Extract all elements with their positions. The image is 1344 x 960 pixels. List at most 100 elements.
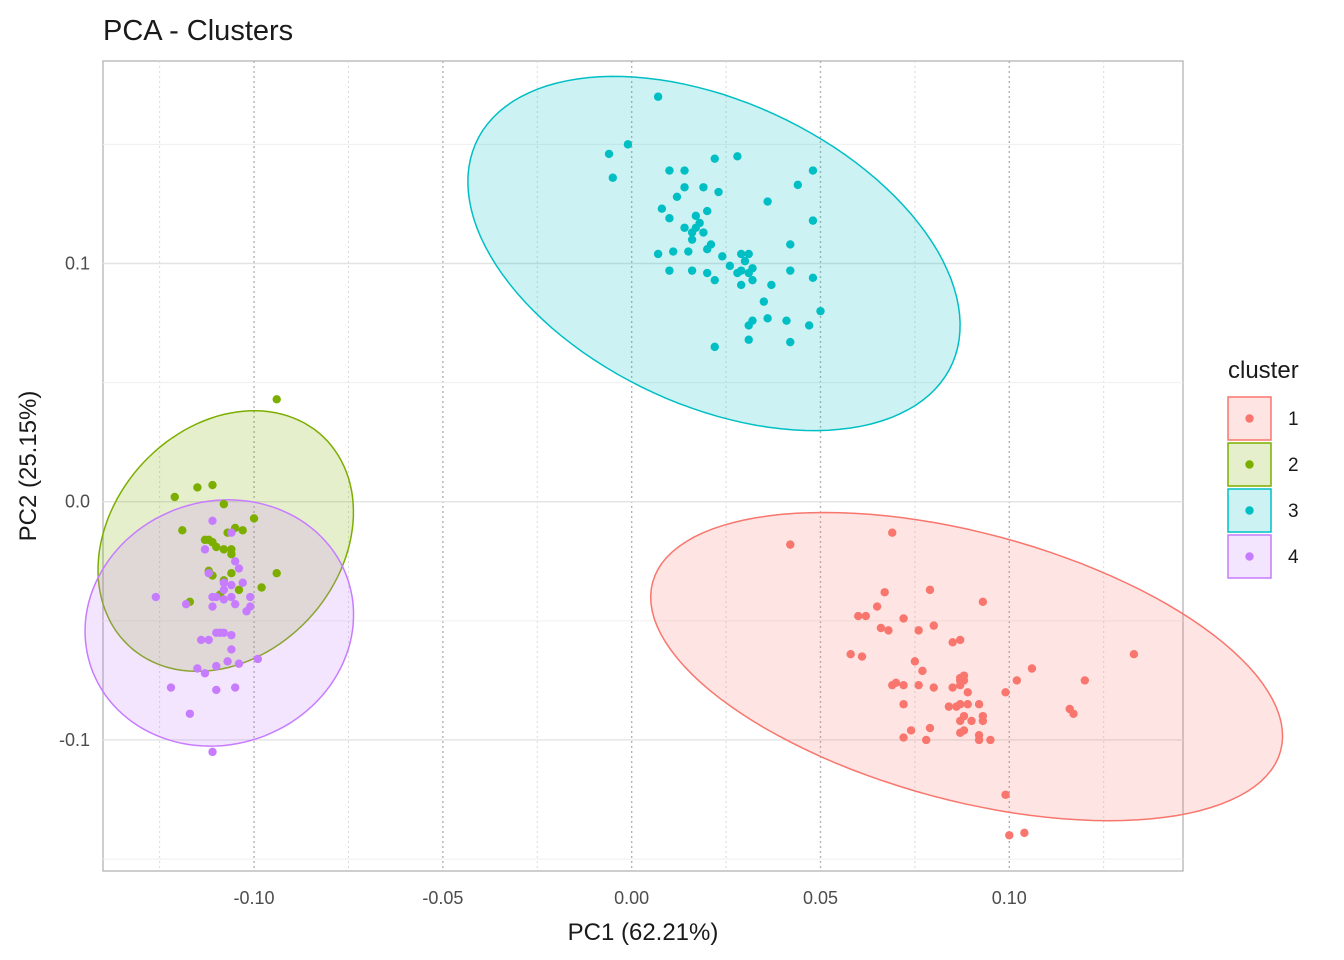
- cluster-1-point: [857, 652, 867, 661]
- cluster-3-point: [744, 321, 753, 330]
- cluster-4-point: [227, 630, 236, 640]
- cluster-4-point: [246, 592, 255, 602]
- cluster-1-point: [914, 680, 923, 690]
- cluster-4-point: [208, 516, 217, 525]
- cluster-1-point: [880, 588, 889, 597]
- cluster-1-point: [906, 726, 916, 735]
- cluster-4-point: [204, 569, 213, 578]
- cluster-1-point: [1012, 676, 1022, 685]
- cluster-2-point: [170, 492, 179, 502]
- cluster-3-point: [744, 268, 753, 278]
- cluster-1-point: [888, 528, 897, 537]
- cluster-1-point: [846, 650, 855, 659]
- cluster-2-ellipse: [97, 409, 355, 673]
- cluster-3-point: [608, 173, 617, 182]
- x-tick-label: 0.00: [614, 888, 649, 908]
- cluster-4-point: [193, 664, 202, 673]
- cluster-3-point: [718, 252, 727, 261]
- cluster-3-point: [672, 192, 682, 201]
- cluster-4-point: [200, 545, 210, 554]
- cluster-1-point: [956, 673, 965, 683]
- cluster-2-point: [219, 545, 229, 554]
- cluster-1-point: [899, 680, 908, 690]
- cluster-3-point: [804, 321, 814, 330]
- cluster-2-point: [227, 569, 236, 578]
- cluster-3-point: [665, 166, 674, 175]
- cluster-3-point: [816, 306, 825, 316]
- cluster-4-point: [238, 578, 247, 587]
- cluster-3-point: [740, 256, 750, 266]
- cluster-1-point: [967, 716, 976, 726]
- cluster-1-point: [956, 635, 965, 645]
- cluster-4-point: [227, 592, 236, 602]
- y-tick-label: 0.0: [65, 492, 90, 512]
- x-tick-label: -0.05: [422, 888, 463, 908]
- cluster-1-point: [986, 735, 995, 745]
- cluster-3-point: [744, 249, 753, 259]
- cluster-3-point: [699, 183, 708, 192]
- cluster-4-point: [204, 635, 213, 645]
- cluster-1-point: [899, 614, 908, 623]
- cluster-2-point: [193, 483, 202, 492]
- legend-key-3-dot: [1245, 506, 1254, 515]
- cluster-4-point: [227, 528, 236, 537]
- cluster-1-point: [978, 716, 988, 726]
- cluster-3-point: [665, 266, 674, 275]
- x-tick-label: -0.10: [234, 888, 275, 908]
- cluster-3-point: [767, 280, 776, 290]
- cluster-4-point: [230, 599, 240, 609]
- cluster-1-point: [956, 716, 965, 726]
- cluster-4-point: [196, 635, 206, 645]
- cluster-3-point: [782, 316, 791, 325]
- cluster-1-ellipse: [649, 511, 1284, 822]
- cluster-1-point: [922, 735, 931, 745]
- cluster-1-point: [963, 688, 972, 697]
- cluster-4-point: [219, 595, 229, 604]
- cluster-3-point: [691, 211, 701, 221]
- cluster-1-point: [952, 702, 961, 711]
- cluster-1-point: [929, 621, 938, 630]
- y-tick-label: 0.1: [65, 254, 90, 274]
- cluster-2-point: [208, 480, 217, 490]
- cluster-4-point: [219, 628, 229, 637]
- cluster-3-point: [604, 149, 614, 159]
- cluster-1-point: [884, 626, 893, 635]
- cluster-1-point: [1005, 831, 1014, 840]
- cluster-4-point: [219, 585, 229, 595]
- cluster-3-point: [793, 180, 803, 190]
- legend-key-4-dot: [1245, 552, 1254, 561]
- legend-label-1: 1: [1288, 409, 1299, 430]
- confidence-ellipses: [84, 75, 1284, 822]
- plot-area: [84, 60, 1284, 872]
- cluster-1-point: [925, 723, 935, 733]
- cluster-1-point: [914, 626, 923, 635]
- cluster-3-point: [687, 235, 697, 244]
- cluster-1-point: [872, 602, 882, 611]
- legend: cluster 1 2 3 4: [1227, 357, 1299, 579]
- cluster-1-point: [1027, 664, 1037, 673]
- cluster-2-point: [227, 549, 236, 559]
- cluster-3-point: [653, 92, 663, 101]
- cluster-4-point: [230, 683, 240, 692]
- cluster-3-point: [763, 197, 772, 206]
- x-tick-label: 0.05: [803, 888, 838, 908]
- cluster-3-point: [702, 268, 712, 278]
- chart-title: PCA - Clusters: [103, 15, 293, 47]
- cluster-3-point: [736, 249, 746, 259]
- cluster-1-point: [891, 678, 901, 687]
- legend-key-2-dot: [1245, 460, 1254, 469]
- cluster-4-point: [234, 564, 244, 573]
- cluster-3-point: [733, 268, 742, 278]
- cluster-2-point: [219, 499, 229, 509]
- cluster-3-point: [733, 152, 742, 161]
- cluster-3-point: [808, 166, 818, 175]
- cluster-1-point: [978, 597, 988, 606]
- cluster-1-point: [899, 700, 908, 709]
- cluster-2-point: [238, 526, 247, 535]
- cluster-1-point: [948, 638, 957, 647]
- cluster-4-point: [208, 747, 217, 757]
- cluster-3-point: [786, 266, 795, 275]
- cluster-1-point: [861, 611, 870, 621]
- legend-title: cluster: [1228, 357, 1299, 384]
- cluster-1-point: [948, 683, 957, 692]
